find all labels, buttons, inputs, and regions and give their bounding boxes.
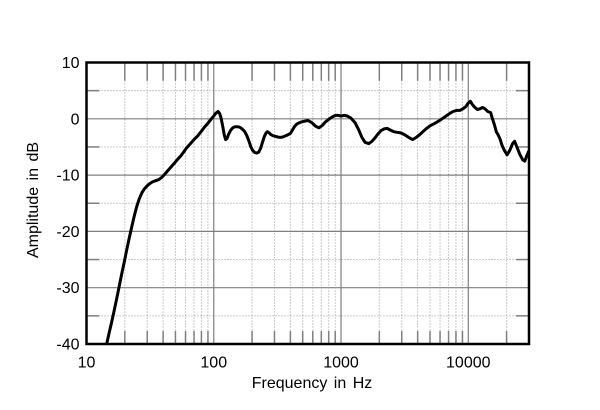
y-tick-label: -10 (56, 168, 79, 185)
y-axis-title: Amplitude in dB (25, 141, 42, 259)
x-axis-title: Frequency in Hz (251, 375, 373, 392)
response-curve (105, 99, 529, 344)
x-tick-label: 10 (78, 355, 96, 372)
plot-frame (85, 61, 531, 346)
x-tick-label: 1000 (323, 355, 359, 372)
y-tick-label: 0 (71, 111, 80, 128)
x-tick-label: 100 (200, 355, 227, 372)
x-tick-label: 10000 (446, 355, 491, 372)
y-tick-label: 10 (62, 55, 80, 72)
y-tick-label: -30 (56, 280, 79, 297)
y-tick-label: -40 (56, 337, 79, 354)
y-tick-label: -20 (56, 224, 79, 241)
